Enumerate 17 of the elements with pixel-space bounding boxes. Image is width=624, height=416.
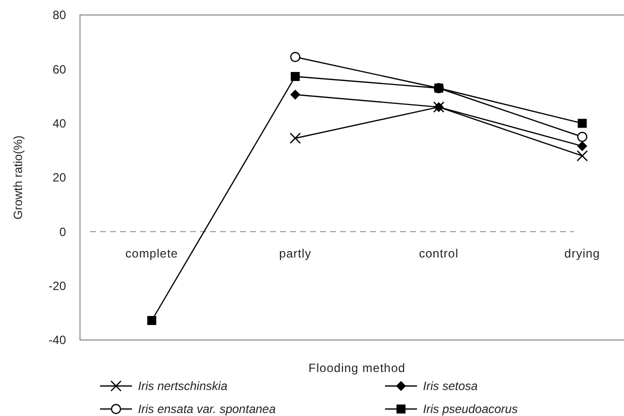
y-tick-label: 0 [59,224,66,239]
legend-label: Iris pseudoacorus [423,402,518,416]
x-tick-label: partly [279,246,312,261]
x-tick-label: complete [125,246,178,261]
legend-label: Iris nertschinskia [138,379,228,394]
y-tick-label: -40 [48,333,66,348]
y-tick-label: -20 [48,279,66,294]
legend-label: Iris setosa [423,379,478,394]
y-tick-label: 20 [52,170,66,185]
legend-label: Iris ensata var. spontanea [138,402,276,416]
x-axis-title: Flooding method [308,361,406,375]
y-tick-label: 40 [52,116,66,131]
y-axis-title: Growth ratio(%) [11,135,25,220]
y-tick-label: 60 [52,62,66,76]
x-tick-label: drying [564,246,600,261]
x-tick-label: control [418,246,459,261]
y-tick-label: 80 [52,8,66,22]
